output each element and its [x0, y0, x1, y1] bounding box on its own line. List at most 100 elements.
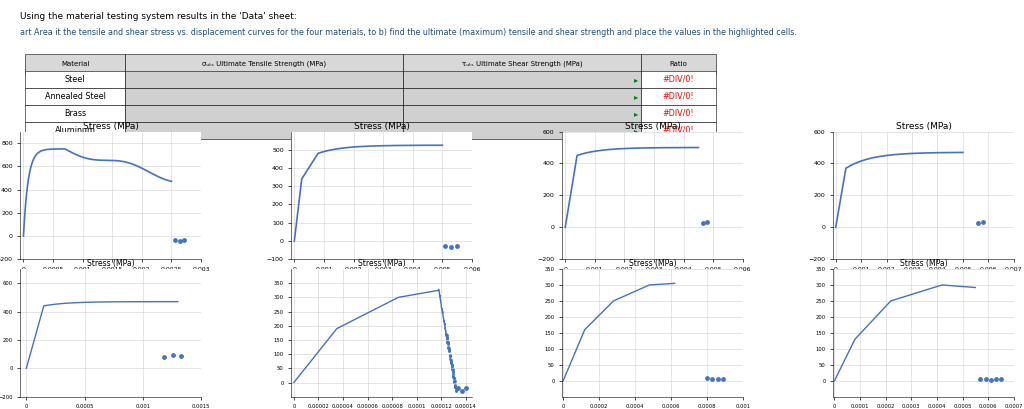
Point [165, 352, 181, 358]
Point [445, 375, 462, 381]
Point [156, 354, 172, 360]
Text: ▸: ▸ [634, 109, 638, 118]
Point [447, 384, 464, 390]
FancyBboxPatch shape [26, 71, 125, 88]
Point [443, 359, 460, 365]
Point [442, 360, 459, 366]
FancyBboxPatch shape [125, 122, 402, 139]
Point [439, 336, 456, 343]
Point [444, 369, 461, 375]
Point [445, 373, 462, 380]
Title: Stress (MPa): Stress (MPa) [625, 122, 681, 131]
Point [444, 366, 461, 372]
FancyBboxPatch shape [125, 71, 402, 88]
Point [715, 376, 731, 382]
Text: Aluminum: Aluminum [54, 126, 95, 135]
Point [439, 339, 456, 346]
Text: Ratio: Ratio [670, 61, 687, 67]
FancyBboxPatch shape [641, 105, 716, 122]
Text: Material: Material [60, 61, 89, 67]
Point [441, 348, 458, 355]
Title: Stress (MPa): Stress (MPa) [900, 259, 947, 268]
FancyBboxPatch shape [402, 122, 641, 139]
Point [441, 352, 458, 359]
Point [438, 335, 455, 341]
Title: Stress (MPa): Stress (MPa) [83, 122, 138, 131]
Point [438, 331, 455, 337]
Point [440, 343, 457, 350]
FancyBboxPatch shape [26, 88, 125, 105]
Point [705, 376, 721, 383]
Point [438, 331, 455, 338]
Point [443, 362, 460, 368]
Point [445, 375, 462, 382]
Point [444, 374, 461, 380]
Point [992, 376, 1009, 383]
Point [439, 339, 456, 346]
Point [442, 356, 459, 363]
Point [694, 220, 711, 227]
Point [172, 237, 188, 244]
Point [443, 362, 460, 369]
Point [437, 242, 454, 249]
Point [972, 376, 988, 383]
Title: Stress (MPa): Stress (MPa) [629, 259, 677, 268]
Text: Brass: Brass [65, 109, 86, 118]
Point [440, 341, 457, 348]
Point [167, 236, 183, 243]
Text: Annealed Steel: Annealed Steel [45, 92, 105, 101]
Title: Stress (MPa): Stress (MPa) [357, 259, 406, 268]
Text: #DIV/0!: #DIV/0! [663, 75, 694, 84]
Point [449, 242, 465, 249]
FancyBboxPatch shape [26, 122, 125, 139]
Point [977, 375, 993, 382]
FancyBboxPatch shape [641, 122, 716, 139]
Point [698, 375, 715, 382]
FancyBboxPatch shape [125, 54, 402, 74]
Point [445, 371, 462, 378]
Point [447, 387, 464, 394]
Text: τᵤₜₛ Ultimate Shear Strength (MPa): τᵤₜₛ Ultimate Shear Strength (MPa) [462, 61, 583, 67]
Point [440, 345, 457, 352]
FancyBboxPatch shape [125, 88, 402, 105]
Text: Using the material testing system results in the 'Data' sheet:: Using the material testing system result… [20, 12, 297, 21]
Point [441, 346, 458, 353]
Text: art Area it the tensile and shear stress vs. displacement curves for the four ma: art Area it the tensile and shear stress… [20, 27, 798, 36]
Title: Stress (MPa): Stress (MPa) [87, 259, 134, 268]
Text: ▸: ▸ [634, 75, 638, 84]
Point [438, 333, 455, 340]
Point [176, 236, 193, 243]
Point [443, 364, 460, 370]
Point [442, 353, 459, 359]
Point [446, 378, 463, 385]
Text: σᵤₜₛ Ultimate Tensile Strength (MPa): σᵤₜₛ Ultimate Tensile Strength (MPa) [202, 61, 326, 67]
Point [447, 383, 464, 390]
Point [438, 332, 455, 338]
Point [447, 385, 464, 392]
Point [982, 377, 998, 383]
FancyBboxPatch shape [26, 54, 125, 74]
FancyBboxPatch shape [402, 105, 641, 122]
FancyBboxPatch shape [402, 54, 641, 74]
Point [440, 344, 457, 351]
Point [443, 359, 460, 366]
Text: #DIV/0!: #DIV/0! [663, 92, 694, 101]
FancyBboxPatch shape [402, 88, 641, 105]
Point [439, 339, 456, 345]
Point [441, 352, 458, 358]
Point [441, 351, 458, 358]
Point [445, 379, 462, 385]
FancyBboxPatch shape [641, 88, 716, 105]
Point [699, 218, 716, 225]
FancyBboxPatch shape [641, 54, 716, 74]
Point [444, 368, 461, 374]
Point [439, 339, 456, 345]
Point [444, 366, 461, 373]
Point [443, 244, 460, 251]
Title: Stress (MPa): Stress (MPa) [353, 122, 410, 131]
FancyBboxPatch shape [402, 71, 641, 88]
Point [454, 388, 470, 394]
Point [173, 353, 189, 360]
Point [710, 375, 726, 382]
FancyBboxPatch shape [125, 105, 402, 122]
